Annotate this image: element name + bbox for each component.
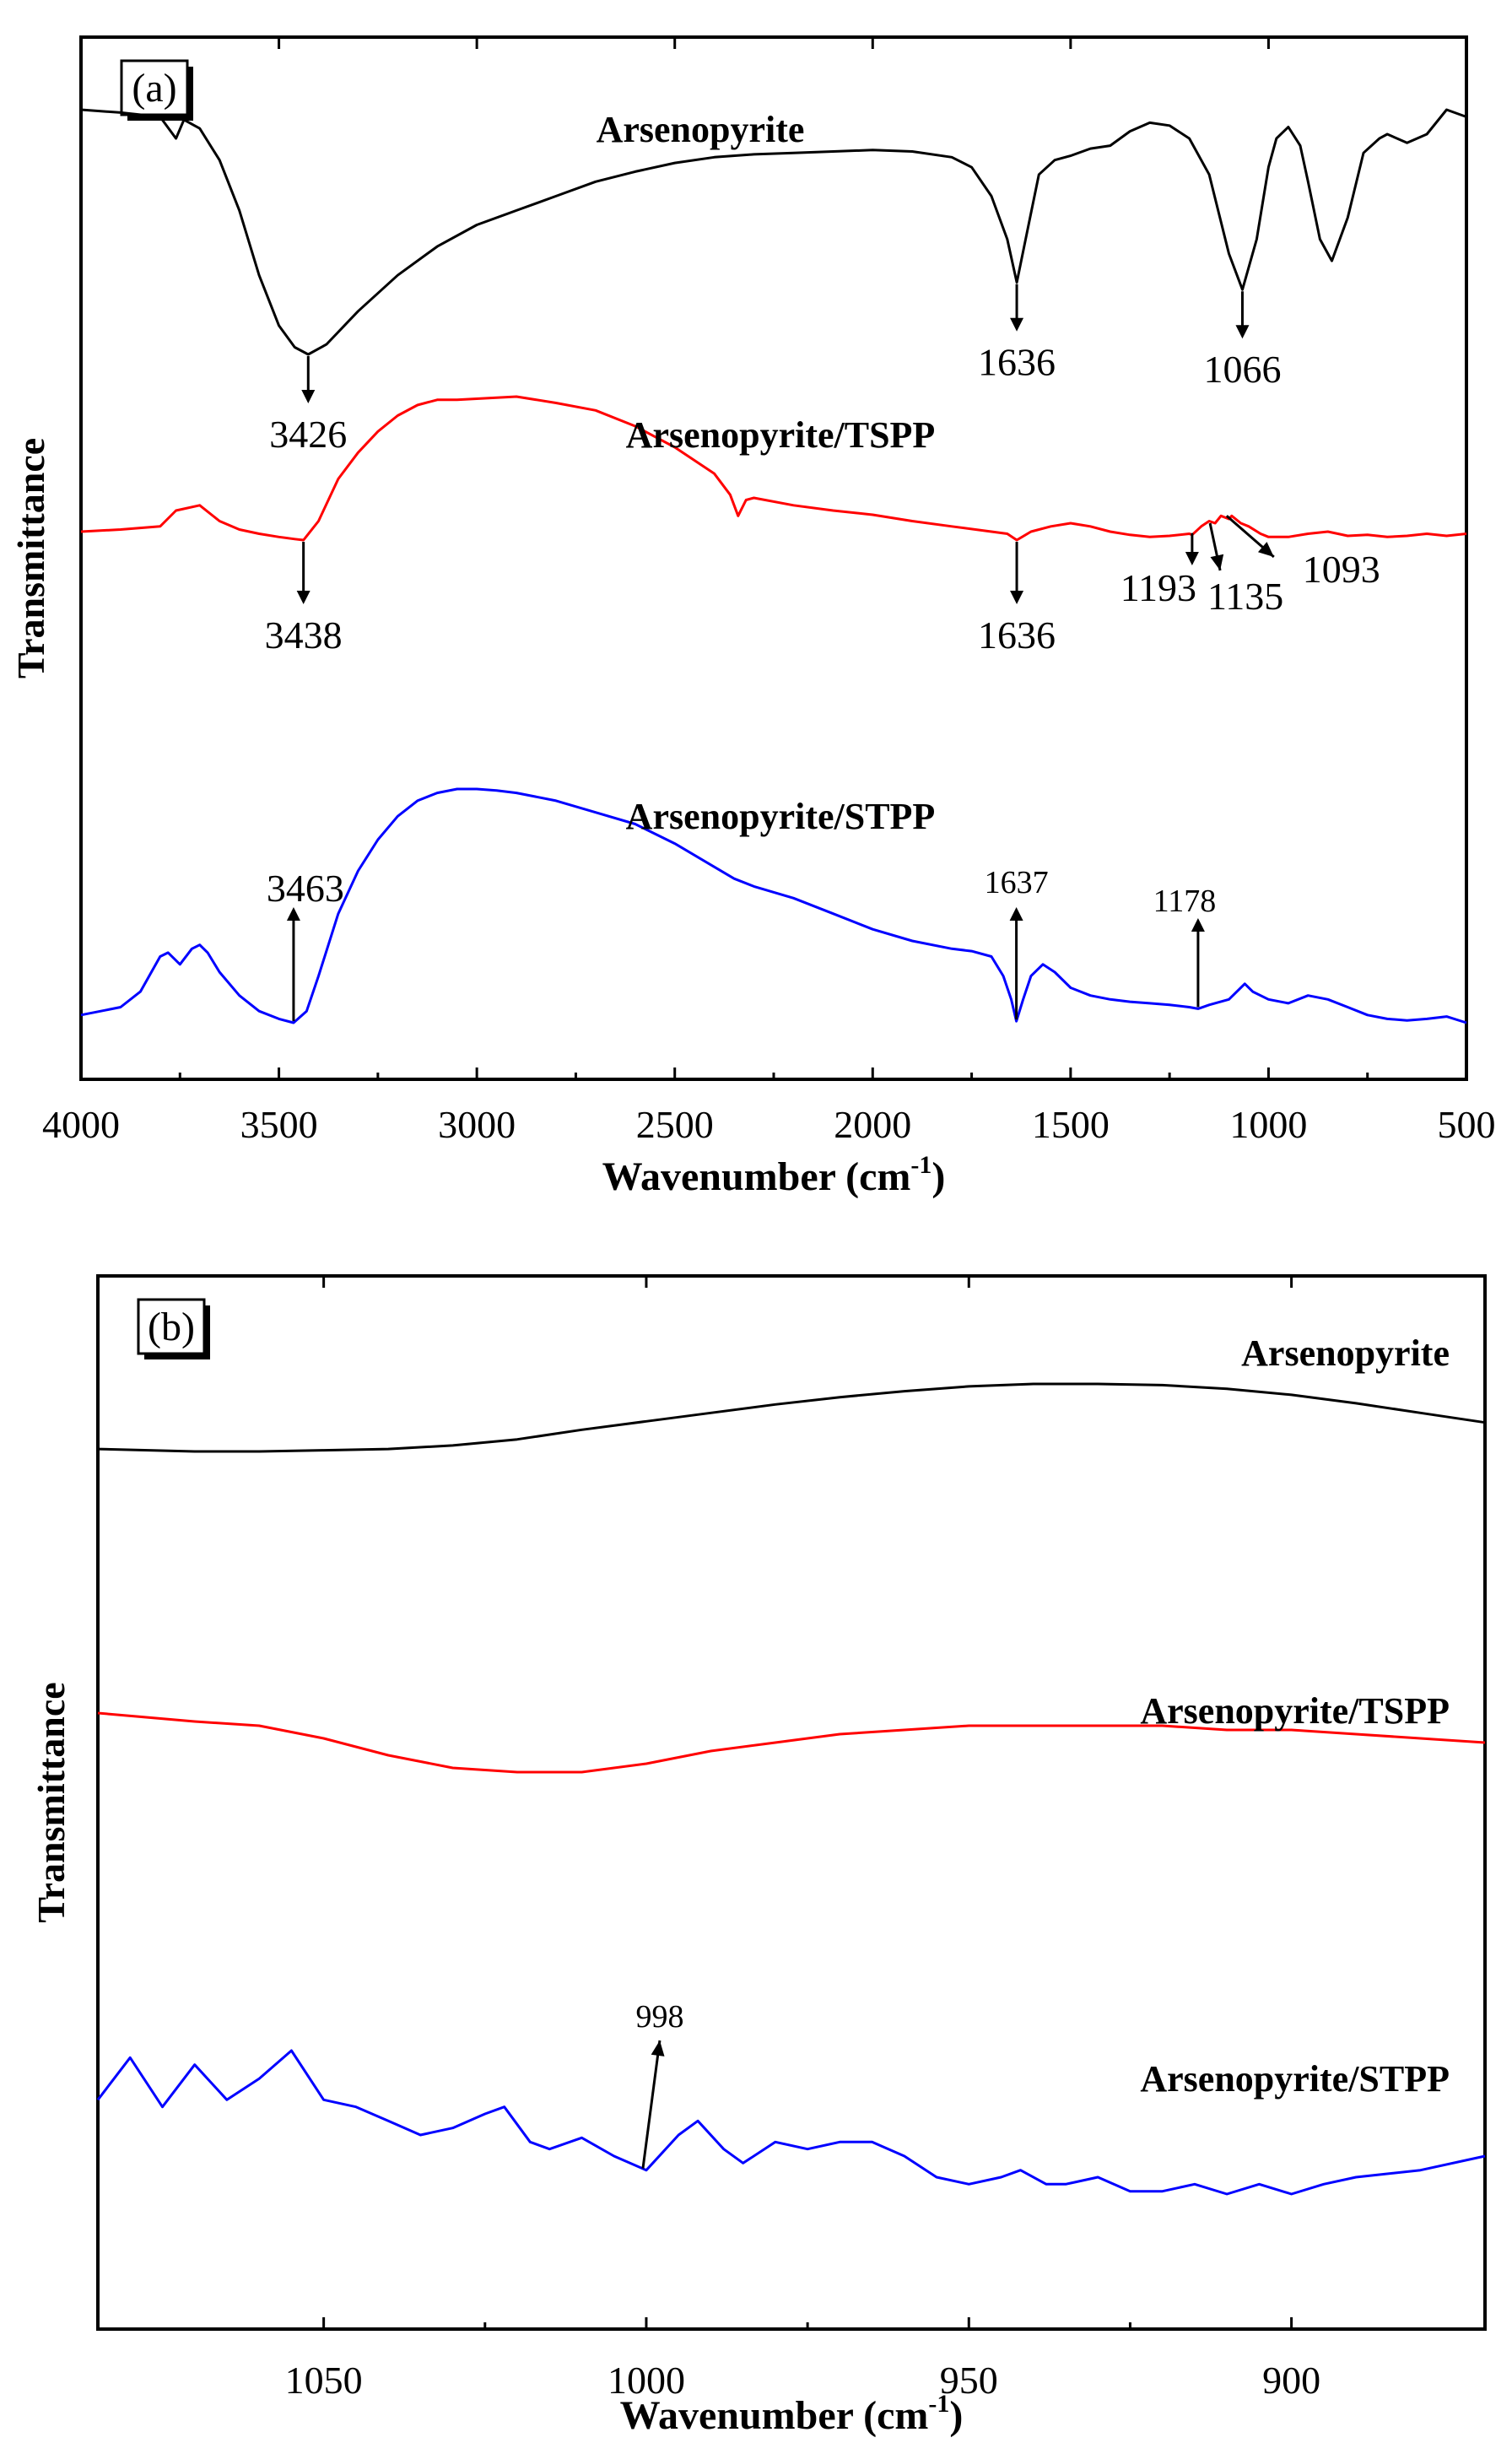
x-axis-label: Wavenumber (cm-1) (620, 2390, 964, 2438)
x-axis-label: Wavenumber (cm-1) (602, 1151, 946, 1199)
panel-label: (b) (148, 1305, 195, 1349)
x-tick-label: 3500 (240, 1103, 318, 1146)
series-label-arsenopyrite-tspp: Arsenopyrite/TSPP (626, 414, 936, 456)
peak-annotation-998-shaft (641, 2040, 662, 2169)
x-tick-label: 1000 (608, 2359, 685, 2402)
x-tick-label: 1000 (1229, 1103, 1307, 1146)
peak-annotation-1135-label: 1135 (1207, 575, 1283, 618)
peak-annotation-3426-head (301, 390, 316, 403)
x-tick-label: 500 (1438, 1103, 1496, 1146)
peak-annotation-998-label: 998 (635, 1999, 683, 2035)
peak-annotation-1178-label: 1178 (1153, 884, 1217, 919)
x-axis-label-main: Wavenumber (cm (602, 1154, 911, 1199)
peak-annotation-1093-head (1257, 542, 1274, 557)
peak-annotation-1066-label: 1066 (1203, 348, 1281, 391)
peak-annotation-3463-head (286, 907, 300, 921)
peak-annotation-1637-head (1009, 907, 1023, 921)
series-line-arsenopyrite (80, 108, 1467, 356)
peak-annotation-1636-head (1010, 317, 1024, 332)
x-axis-label-main: Wavenumber (cm (620, 2393, 929, 2438)
panel-a: (a) 4000 3500 3000 2500 2000 1500 1000 500 Wavenu… (9, 35, 1496, 1199)
x-axis-label-close: ) (949, 2393, 963, 2438)
peak-annotation-1178-head (1191, 918, 1205, 932)
x-tick-label: 2500 (636, 1103, 714, 1146)
x-tick-label: 2000 (834, 1103, 911, 1146)
x-axis-label-sup: -1 (928, 2390, 949, 2418)
peak-annotation-1636-label: 1636 (978, 341, 1056, 384)
x-tick-label: 1500 (1032, 1103, 1110, 1146)
peak-annotation-1066-head (1235, 325, 1250, 339)
series-label-arsenopyrite-stpp: Arsenopyrite/STPP (626, 796, 936, 837)
x-tick-label: 4000 (42, 1103, 120, 1146)
panel-label-box (120, 59, 189, 116)
x-tick-label: 900 (1262, 2359, 1320, 2402)
panel-label: (a) (132, 66, 176, 111)
peak-annotation-998-head (651, 2040, 665, 2057)
x-axis-label-close: ) (932, 1154, 945, 1199)
peak-annotation-3463-label: 3463 (267, 867, 344, 910)
series-label-arsenopyrite-tspp: Arsenopyrite/TSPP (1140, 1690, 1450, 1732)
x-axis-label-sup: -1 (910, 1151, 932, 1179)
y-axis-label: Transmittance (9, 438, 52, 678)
peak-annotation-1193-label: 1193 (1120, 566, 1196, 609)
peak-annotation-1636-label: 1636 (978, 613, 1056, 657)
y-axis-label: Transmittance (30, 1682, 73, 1922)
peak-annotation-1636-head (1010, 591, 1024, 604)
peak-annotation-3438-head (296, 591, 310, 604)
peak-annotation-1193-head (1185, 552, 1199, 565)
peak-annotation-1135-head (1210, 554, 1224, 570)
peak-annotation-3438-label: 3438 (265, 613, 343, 657)
series-label-arsenopyrite: Arsenopyrite (1241, 1332, 1450, 1374)
x-tick-label: 1050 (285, 2359, 363, 2402)
series-line-arsenopyrite-stpp (80, 787, 1467, 1024)
x-tick-label: 3000 (438, 1103, 516, 1146)
series-line-arsenopyrite-stpp (96, 2049, 1486, 2196)
series-line-arsenopyrite (97, 1382, 1486, 1453)
x-tick-label: 950 (940, 2359, 998, 2402)
series-line-arsenopyrite-tspp (80, 395, 1467, 542)
peak-annotation-1093-label: 1093 (1303, 548, 1380, 591)
series-label-arsenopyrite-stpp: Arsenopyrite/STPP (1140, 2058, 1450, 2100)
plot-frame (79, 35, 1468, 1081)
series-line-arsenopyrite-tspp (97, 1711, 1486, 1774)
panel-b: (b) 1050 1000 950 900 Wavenumber (cm-1) Transm… (30, 1274, 1487, 2438)
series-label-arsenopyrite: Arsenopyrite (597, 109, 805, 150)
panel-label-box (137, 1298, 206, 1355)
plot-frame (96, 1274, 1487, 2331)
peak-annotation-1637-label: 1637 (985, 865, 1049, 900)
peak-annotation-3426-label: 3426 (269, 413, 347, 456)
